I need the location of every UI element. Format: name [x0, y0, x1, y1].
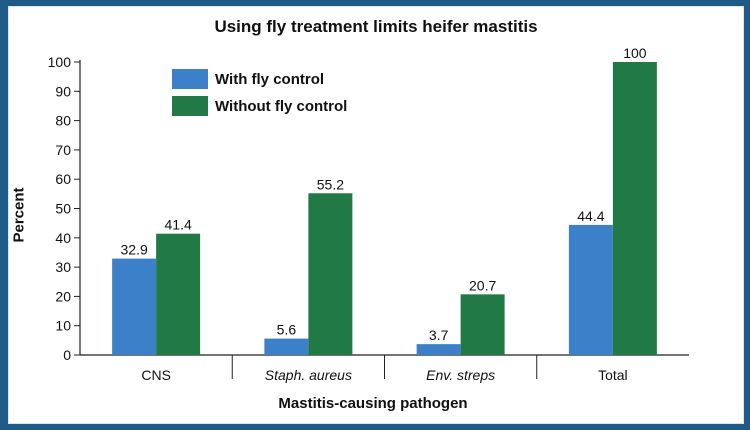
bar-value-label: 32.9 [121, 242, 148, 258]
bar-without-fly-control [460, 294, 505, 355]
y-tick-label: 10 [55, 318, 71, 334]
x-tick-label: Total [598, 367, 628, 383]
y-tick-label: 70 [55, 142, 71, 158]
bar-value-label: 100 [623, 45, 647, 61]
y-tick-label: 20 [55, 288, 71, 304]
y-tick-label: 60 [55, 171, 71, 187]
bar-with-fly-control [416, 344, 461, 355]
bar-value-label: 3.7 [429, 327, 449, 343]
bar-value-label: 20.7 [469, 277, 496, 293]
x-axis-label: Mastitis-causing pathogen [278, 395, 468, 412]
y-tick-label: 40 [55, 230, 71, 246]
plot-area: 0 10 20 30 40 50 60 70 80 90 100 32.9 41.4 CNS 5.6 55.2… [48, 45, 689, 383]
bar-value-label: 5.6 [277, 322, 297, 338]
x-tick-label: CNS [141, 367, 171, 383]
bar-without-fly-control [156, 233, 201, 355]
bar-without-fly-control [612, 62, 657, 355]
bar-with-fly-control [264, 338, 309, 355]
legend-label: Without fly control [215, 98, 347, 115]
x-tick-label: Staph. aureus [265, 367, 352, 383]
bar-without-fly-control [308, 193, 353, 355]
bar-value-label: 55.2 [317, 176, 344, 192]
chart-panel: Using fly treatment limits heifer mastit… [8, 6, 744, 424]
bar-with-fly-control [568, 224, 613, 355]
legend-label: With fly control [215, 71, 324, 88]
y-tick-label: 0 [63, 347, 71, 363]
y-tick-label: 50 [55, 201, 71, 217]
x-tick-label: Env. streps [426, 367, 495, 383]
chart-title: Using fly treatment limits heifer mastit… [214, 17, 538, 36]
y-tick-label: 80 [55, 113, 71, 129]
bar-value-label: 41.4 [165, 217, 192, 233]
y-tick-label: 30 [55, 259, 71, 275]
legend-swatch [172, 69, 208, 89]
legend-swatch [172, 96, 208, 116]
bar-with-fly-control [112, 258, 157, 355]
y-axis-label: Percent [10, 187, 28, 243]
y-tick-label: 100 [48, 54, 72, 70]
bar-value-label: 44.4 [577, 208, 604, 224]
y-tick-label: 90 [55, 83, 71, 99]
